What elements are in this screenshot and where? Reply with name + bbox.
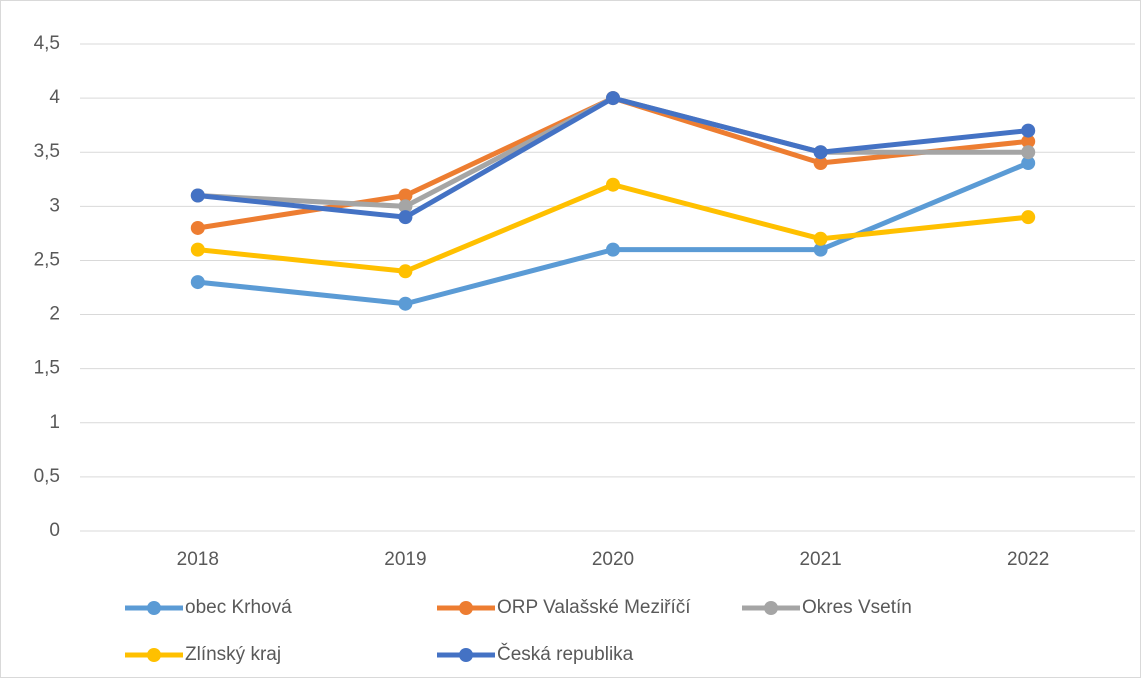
point bbox=[813, 242, 828, 257]
y-tick-label: 2,5 bbox=[34, 249, 60, 270]
legend-label: Zlínský kraj bbox=[185, 644, 281, 665]
point bbox=[606, 91, 620, 106]
point bbox=[1021, 156, 1036, 171]
y-tick-label: 0,5 bbox=[34, 466, 60, 487]
point bbox=[190, 242, 205, 257]
point bbox=[1021, 145, 1036, 160]
point bbox=[1021, 134, 1036, 149]
y-tick-label: 3,5 bbox=[34, 141, 60, 162]
x-tick-label: 2019 bbox=[384, 549, 426, 570]
legend-swatch-dot bbox=[147, 648, 161, 662]
point bbox=[813, 145, 828, 160]
y-tick-label: 1,5 bbox=[34, 358, 60, 379]
point bbox=[813, 156, 828, 171]
point bbox=[398, 188, 413, 203]
point bbox=[606, 242, 620, 257]
y-tick-label: 3 bbox=[49, 195, 60, 216]
point bbox=[398, 199, 413, 214]
legend-swatch-dot bbox=[147, 601, 161, 615]
legend-swatch-dot bbox=[764, 601, 778, 615]
point bbox=[1021, 123, 1036, 138]
legend-swatch-dot bbox=[459, 648, 473, 662]
x-tick-label: 2021 bbox=[799, 549, 841, 570]
legend-label: Česká republika bbox=[497, 643, 634, 665]
point bbox=[398, 296, 413, 311]
legend-label: Okres Vsetín bbox=[802, 597, 912, 618]
point bbox=[190, 188, 205, 203]
y-tick-label: 4,5 bbox=[34, 33, 60, 54]
y-tick-label: 0 bbox=[49, 520, 60, 541]
point bbox=[813, 231, 828, 246]
y-tick-label: 2 bbox=[49, 304, 60, 325]
legend-label: obec Krhová bbox=[185, 597, 292, 618]
point bbox=[606, 177, 620, 192]
legend-label: ORP Valašské Meziříčí bbox=[497, 597, 691, 618]
x-tick-label: 2018 bbox=[177, 549, 219, 570]
point bbox=[1021, 210, 1036, 225]
legend-swatch-dot bbox=[459, 601, 473, 615]
x-tick-label: 2020 bbox=[592, 549, 634, 570]
point bbox=[398, 210, 413, 225]
point bbox=[398, 264, 413, 279]
x-tick-label: 2022 bbox=[1007, 549, 1049, 570]
point bbox=[190, 275, 205, 290]
y-tick-label: 1 bbox=[49, 412, 60, 433]
y-tick-label: 4 bbox=[49, 87, 60, 108]
point bbox=[190, 220, 205, 235]
